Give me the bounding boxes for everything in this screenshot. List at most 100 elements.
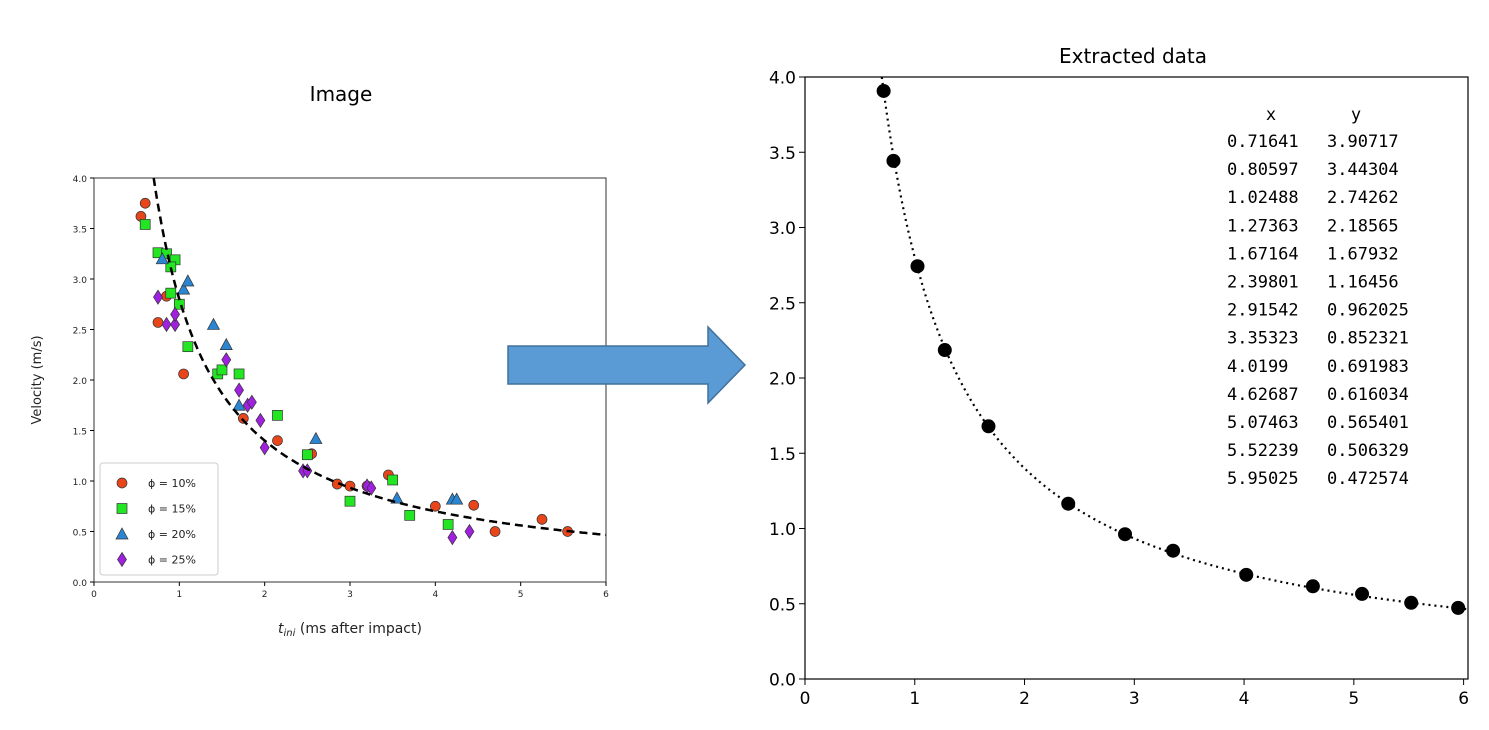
table-cell-x: 3.35323	[1227, 329, 1299, 349]
table-cell-x: 2.91542	[1227, 301, 1299, 321]
right-x-tick-label: 6	[1458, 689, 1469, 709]
left-point-diamond	[447, 529, 458, 546]
left-y-tick-label: 0.5	[73, 528, 87, 538]
right-data-point	[981, 419, 996, 434]
right-data-point	[1355, 586, 1370, 601]
left-point-circle	[468, 499, 480, 511]
left-y-axis-label: Velocity (m/s)	[30, 335, 45, 424]
table-cell-y: 0.565401	[1327, 413, 1409, 433]
right-data-point	[910, 259, 925, 274]
left-x-tick-label: 2	[262, 590, 268, 600]
right-data-point	[1404, 595, 1419, 610]
right-data-point	[1118, 527, 1133, 542]
table-cell-y: 1.67932	[1327, 244, 1399, 264]
right-y-tick-label: 4.0	[769, 69, 796, 89]
table-cell-x: 1.67164	[1227, 244, 1299, 264]
right-x-tick-label: 4	[1239, 689, 1250, 709]
table-cell-y: 0.616034	[1327, 385, 1409, 405]
legend-label: ϕ = 25%	[148, 554, 196, 567]
left-point-diamond	[246, 394, 257, 410]
left-point-triangle	[206, 317, 221, 330]
right-data-point	[886, 153, 901, 168]
left-point-triangle	[309, 431, 323, 444]
right-x-tick-label: 2	[1019, 689, 1030, 709]
left-point-square	[301, 449, 313, 461]
left-point-circle	[489, 526, 501, 537]
left-point-circle	[272, 435, 283, 446]
legend-label: ϕ = 10%	[148, 477, 196, 490]
right-data-point	[1451, 600, 1466, 615]
table-cell-y: 0.852321	[1327, 329, 1409, 349]
left-chart-title: Image	[310, 82, 373, 106]
left-y-tick-label: 4.0	[73, 175, 88, 185]
left-point-diamond	[161, 316, 172, 333]
table-cell-y: 3.90717	[1327, 132, 1399, 152]
right-y-tick-label: 3.0	[769, 219, 796, 239]
left-point-triangle	[181, 274, 195, 287]
left-point-square	[442, 519, 454, 530]
left-chart: 0 1 2 3 4 5 6 0.0 0.5 1.0 1.5 2.0 2.5 3.0 3.5 4.0 ϕ = 10…	[73, 175, 609, 600]
left-point-diamond	[255, 412, 266, 429]
table-cell-y: 2.18565	[1327, 216, 1399, 236]
table-cell-y: 0.962025	[1327, 301, 1409, 321]
left-y-tick-label: 2.0	[73, 377, 88, 387]
left-point-circle	[429, 500, 441, 512]
left-legend	[99, 462, 219, 576]
left-point-square	[182, 341, 194, 353]
right-data-point	[1061, 496, 1076, 511]
right-fit-curve	[880, 77, 1468, 611]
left-point-circle	[152, 317, 164, 328]
left-fit-curve	[152, 178, 606, 537]
table-cell-y: 2.74262	[1327, 188, 1399, 208]
table-cell-x: 4.0199	[1227, 357, 1288, 377]
right-arrow-icon	[507, 325, 747, 405]
left-x-tick-label: 0	[91, 590, 97, 600]
left-point-triangle	[450, 492, 464, 505]
right-x-tick-label: 1	[909, 689, 920, 709]
table-cell-y: 0.506329	[1327, 441, 1409, 461]
left-point-square	[216, 364, 228, 376]
right-chart: 0 1 2 3 4 5 6 0.0 0.5 1.0 1.5 2.0 2.5 3.0 3.5 4.0 x y 0.71…	[769, 69, 1469, 709]
left-point-circle	[139, 197, 151, 209]
left-y-tick-label: 3.0	[73, 276, 88, 286]
right-x-tick-label: 5	[1348, 689, 1359, 709]
left-x-tick-label: 3	[347, 590, 353, 600]
left-y-tick-label: 1.0	[73, 478, 88, 488]
right-data-point	[1166, 543, 1181, 558]
left-point-triangle	[232, 398, 246, 411]
left-point-circle	[237, 413, 249, 424]
left-point-diamond	[153, 289, 163, 305]
table-cell-y: 0.691983	[1327, 357, 1409, 377]
left-point-circle	[536, 514, 548, 525]
left-point-square	[404, 509, 416, 521]
right-y-tick-label: 1.0	[769, 520, 796, 540]
legend-marker-circle	[116, 477, 128, 489]
table-cell-y: 1.16456	[1327, 273, 1399, 293]
table-cell-x: 1.27363	[1227, 216, 1299, 236]
table-header-y: y	[1351, 105, 1361, 125]
right-data-point	[1239, 567, 1254, 582]
table-cell-x: 4.62687	[1227, 385, 1299, 405]
left-point-diamond	[170, 316, 180, 333]
left-x-tick-label: 5	[518, 590, 524, 600]
left-point-diamond	[464, 523, 475, 540]
table-cell-x: 1.02488	[1227, 188, 1299, 208]
left-point-square	[165, 287, 177, 299]
left-y-tick-label: 2.5	[73, 326, 87, 336]
left-point-circle	[178, 368, 189, 380]
left-point-triangle	[219, 337, 233, 350]
left-x-tick-label: 1	[176, 590, 182, 600]
right-data-point	[876, 83, 891, 98]
right-data-point	[937, 343, 952, 358]
left-point-diamond	[234, 382, 244, 398]
table-cell-x: 0.80597	[1227, 160, 1299, 180]
table-cell-x: 5.95025	[1227, 469, 1299, 489]
left-point-diamond	[221, 352, 232, 368]
left-point-diamond	[170, 306, 180, 322]
right-y-tick-label: 0.0	[769, 671, 796, 691]
left-point-square	[272, 410, 283, 421]
left-point-triangle	[155, 252, 169, 265]
left-x-axis-label: tini (ms after impact)	[278, 621, 422, 639]
right-data-point	[1305, 579, 1320, 594]
